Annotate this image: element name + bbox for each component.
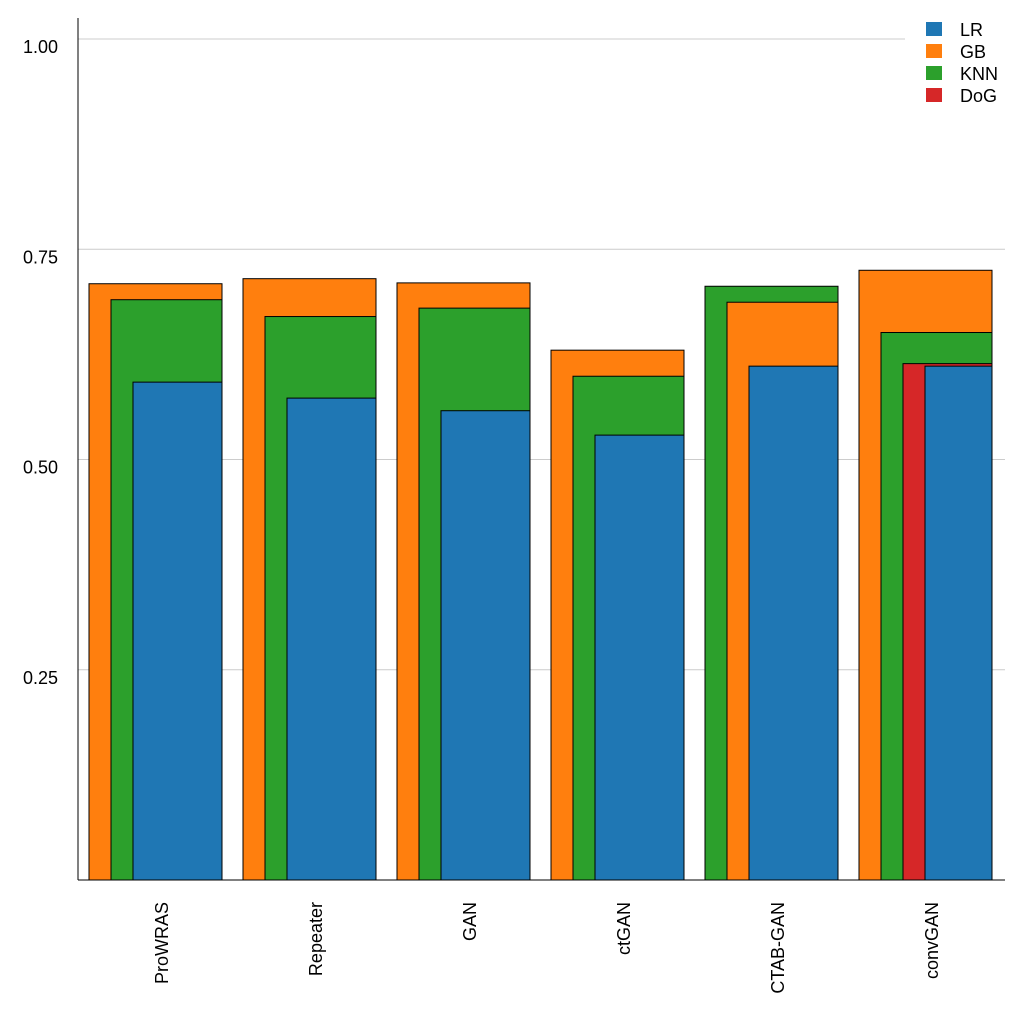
- y-tick-label: 0.75: [23, 247, 58, 267]
- bars: [88, 269, 993, 881]
- gridlines: [78, 38, 1005, 671]
- x-tick-label: convGAN: [922, 902, 942, 979]
- legend-label-lr: LR: [960, 20, 983, 40]
- bar-lr-ctab-gan: [748, 365, 839, 881]
- bar-lr-convgan: [924, 365, 993, 881]
- x-tick-label: ctGAN: [614, 902, 634, 955]
- y-tick-label: 1.00: [23, 37, 58, 57]
- legend-swatch-gb: [926, 44, 942, 58]
- axes: [77, 18, 1005, 881]
- legend-swatch-knn: [926, 66, 942, 80]
- legend-swatch-lr: [926, 22, 942, 36]
- legend-label-knn: KNN: [960, 64, 998, 84]
- y-tick-label: 0.50: [23, 458, 58, 478]
- bar-lr-gan: [440, 410, 531, 881]
- bar-lr-prowras: [132, 381, 223, 881]
- x-tick-label: GAN: [460, 902, 480, 941]
- legend-label-gb: GB: [960, 42, 986, 62]
- x-tick-label: Repeater: [306, 902, 326, 976]
- bar-lr-ctgan: [594, 434, 685, 881]
- x-tick-label: ProWRAS: [152, 902, 172, 984]
- y-tick-labels: 0.25 0.50 0.75 1.00: [23, 37, 58, 688]
- legend-label-dog: DoG: [960, 86, 997, 106]
- y-tick-label: 0.25: [23, 668, 58, 688]
- bar-lr-repeater: [286, 397, 377, 881]
- legend-swatch-dog: [926, 88, 942, 102]
- x-tick-labels: ProWRAS Repeater GAN ctGAN CTAB-GAN convGAN: [152, 902, 942, 994]
- x-tick-label: CTAB-GAN: [768, 902, 788, 994]
